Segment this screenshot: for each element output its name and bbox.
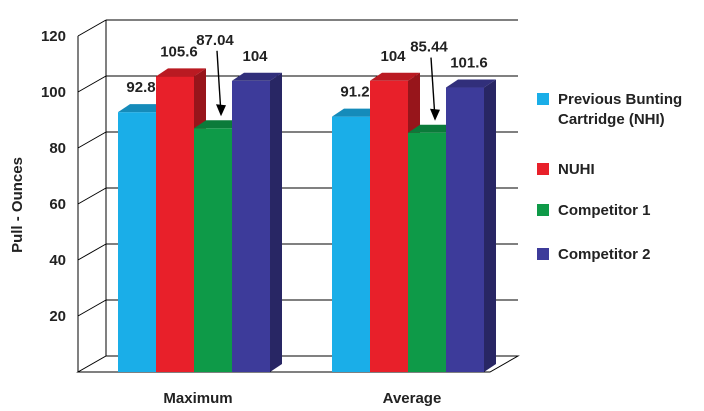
bar-side	[484, 79, 496, 373]
legend-label: Competitor 2	[558, 246, 651, 263]
bar-front	[118, 112, 156, 372]
data-label: 85.44	[410, 39, 448, 56]
bar-front	[232, 80, 270, 373]
legend-entry: Competitor 1	[537, 202, 651, 219]
bar-top	[332, 108, 382, 117]
data-label: 105.6	[160, 43, 198, 60]
legend-entry: NUHI	[537, 161, 595, 178]
y-tick-label: 60	[49, 196, 66, 213]
bar-front	[332, 116, 370, 372]
bar-competitor-2-average	[446, 79, 496, 373]
data-label: 104	[242, 48, 268, 65]
bar-top	[194, 120, 244, 129]
bar-top	[370, 72, 420, 81]
bar-top	[118, 104, 168, 113]
bars	[118, 68, 496, 373]
bar-top	[446, 79, 496, 88]
legend-entry: Competitor 2	[537, 246, 651, 263]
gridline-depth	[77, 299, 107, 317]
bar-front	[446, 87, 484, 373]
bar-nuhi-maximum	[156, 68, 206, 372]
bar-top	[408, 124, 458, 133]
legend-entry: Previous Bunting Cartridge (NHI)	[537, 91, 682, 128]
bar-front	[408, 132, 446, 372]
annotation-arrow-head	[430, 108, 440, 121]
gridline-depth	[77, 19, 107, 37]
x-category-label: Average	[383, 390, 442, 407]
data-label: 104	[380, 48, 406, 65]
legend-label: Previous Bunting	[558, 91, 682, 108]
bar-front	[370, 80, 408, 373]
legend-label: Cartridge (NHI)	[558, 111, 665, 128]
annotation-arrow-line	[216, 50, 222, 115]
y-axis: 20 40 60 80 100 120	[41, 28, 79, 372]
legend-swatch	[537, 163, 549, 175]
annotation-arrow-head	[216, 104, 226, 117]
data-label: 91.2	[340, 84, 369, 101]
annotation-arrow-line	[430, 57, 436, 119]
bar-front	[156, 76, 194, 372]
y-axis-label: Pull - Ounces	[9, 157, 26, 253]
x-axis-categories: Maximum Average	[163, 390, 441, 407]
data-label: 92.8	[126, 79, 155, 96]
gridline-depth	[77, 75, 107, 93]
y-tick-label: 80	[49, 140, 66, 157]
bar-top	[156, 68, 206, 77]
legend-swatch	[537, 93, 549, 105]
gridline-depth	[77, 243, 107, 261]
legend: Previous Bunting Cartridge (NHI) NUHI Compe…	[537, 91, 682, 263]
bar-side	[270, 72, 282, 373]
gridline-depth	[77, 187, 107, 205]
legend-label: NUHI	[558, 161, 595, 178]
legend-swatch	[537, 248, 549, 260]
bar-top	[232, 72, 282, 81]
bar-front	[194, 128, 232, 372]
x-category-label: Maximum	[163, 390, 232, 407]
bar-competitor-2-maximum	[232, 72, 282, 373]
legend-swatch	[537, 204, 549, 216]
gridline-depth	[77, 131, 107, 149]
data-label: 101.6	[450, 55, 488, 72]
data-label: 87.04	[196, 32, 234, 49]
y-tick-label: 20	[49, 308, 66, 325]
y-tick-label: 100	[41, 84, 66, 101]
legend-label: Competitor 1	[558, 202, 651, 219]
y-tick-label: 40	[49, 252, 66, 269]
y-tick-label: 120	[41, 28, 66, 45]
